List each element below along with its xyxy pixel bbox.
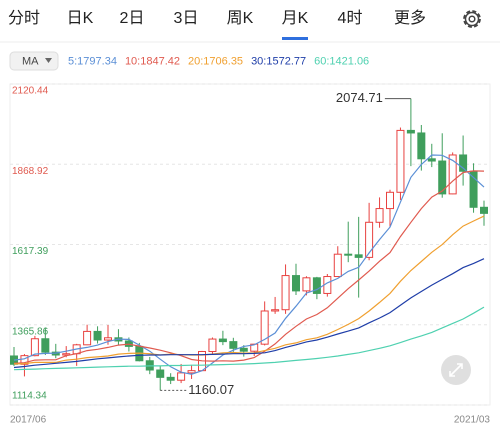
tab[interactable]: 更多 [394,9,426,27]
max-annotation: 2074.71 [336,90,383,105]
ma-line [13,306,485,371]
candle-body [480,206,488,214]
indicator-label: MA [22,55,39,67]
legend-entry: 10:1847.42 [125,55,180,67]
y-tick-label: 2120.44 [12,86,49,97]
candle-body [156,369,165,378]
candle-body [166,376,175,381]
y-tick-label: 1114.34 [12,391,47,402]
candle-body [344,253,353,256]
candle-body [62,353,71,356]
ma-line [13,154,485,375]
tab[interactable]: 分时 [8,9,40,27]
settings-icon[interactable] [463,10,481,28]
active-tab-underline [282,37,308,40]
ma-line [13,258,485,369]
min-annotation: 1160.07 [188,382,234,397]
candle-body [218,338,227,343]
tab[interactable]: 2日 [120,10,145,27]
x-tick-label: 2017/06 [10,415,47,426]
candle-body [333,253,342,278]
legend-entry: 20:1706.35 [188,55,243,67]
candle-body [177,372,186,381]
legend-entry: 60:1421.06 [314,55,369,67]
legend-entry: 30:1572.77 [251,55,306,67]
ma-line [13,170,485,364]
candle-body [104,337,112,341]
candle-body [93,330,102,341]
candle-body [281,275,290,311]
candle-body [354,254,363,258]
x-tick-label: 2021/03 [454,415,491,426]
candle-body [406,129,415,134]
candle-body [20,355,29,365]
candle-body [396,129,405,193]
y-tick-label: 1617.39 [12,246,49,257]
candle-body [260,310,269,345]
candle-body [438,160,447,195]
candle-body [302,277,311,292]
candle-body [229,341,238,349]
tab[interactable]: 周K [227,10,254,27]
indicator-dropdown[interactable]: MA [9,51,59,71]
candle-body [469,170,478,208]
tab[interactable]: 3日 [174,10,199,27]
candle-body [427,158,436,162]
candle-body [365,221,374,258]
tab[interactable]: 4时 [338,9,363,27]
candle-body [187,370,196,374]
candle-body [417,132,426,160]
candle-body [271,309,280,312]
y-tick-label: 1868.92 [12,166,49,177]
candle-body [83,330,92,346]
candle-body [448,154,457,195]
candle-body [41,338,50,353]
candle-body [239,347,248,352]
tab[interactable]: 日K [67,10,94,27]
y-tick-label: 1365.86 [12,326,49,337]
candle-body [375,208,384,223]
candle-body [292,275,300,292]
candle-body [208,338,217,353]
candle-body [386,191,394,210]
candle-body [312,277,321,294]
tab[interactable]: 月K [282,10,309,27]
expand-arrows [449,363,463,377]
expand-button[interactable] [441,355,471,385]
candle-body [459,154,468,172]
candle-body [30,338,39,357]
legend-entry: 5:1797.34 [68,55,117,67]
